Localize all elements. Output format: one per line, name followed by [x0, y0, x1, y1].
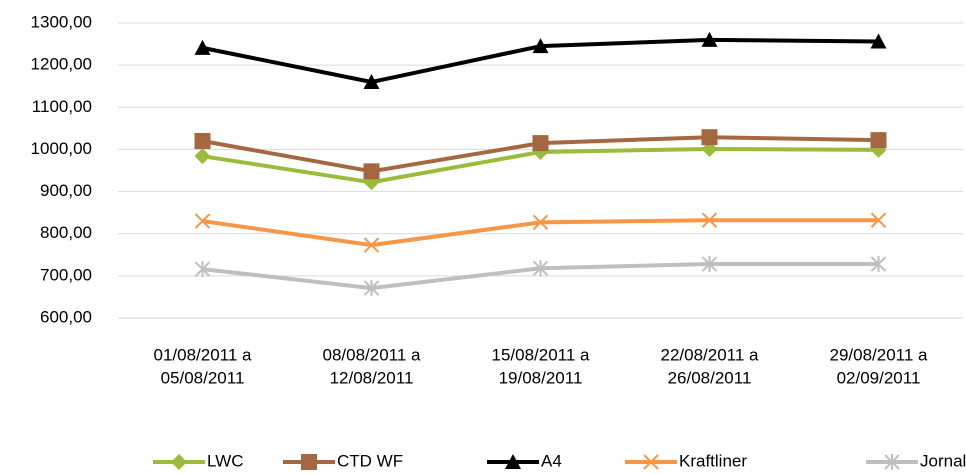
marker	[194, 39, 211, 55]
marker	[194, 133, 211, 149]
x-tick-label: 26/08/2011	[668, 368, 752, 387]
marker	[532, 260, 549, 277]
x-tick-label: 29/08/2011 a	[830, 345, 929, 364]
marker	[870, 256, 887, 273]
marker	[701, 31, 718, 47]
y-tick-label: 700,00	[40, 265, 92, 284]
legend-label: Kraftliner	[679, 451, 747, 470]
y-tick-label: 900,00	[40, 181, 92, 200]
marker	[870, 33, 887, 49]
legend-marker	[643, 454, 659, 470]
y-tick-label: 1200,00	[31, 55, 92, 74]
legend-marker	[301, 454, 317, 470]
legend-label: A4	[541, 451, 562, 470]
marker	[532, 135, 549, 152]
legend-label: CTD WF	[337, 451, 403, 470]
marker	[194, 213, 211, 229]
marker	[870, 212, 887, 228]
legend-label: LWC	[207, 451, 244, 470]
x-tick-label: 12/08/2011	[330, 368, 414, 387]
x-tick-label: 05/08/2011	[161, 368, 245, 387]
marker	[870, 132, 887, 149]
x-tick-label: 02/09/2011	[837, 368, 921, 387]
marker	[532, 214, 549, 231]
marker	[194, 148, 211, 165]
x-tick-label: 15/08/2011 a	[492, 345, 591, 364]
x-tick-label: 19/08/2011	[499, 368, 583, 387]
marker	[363, 237, 380, 253]
marker	[701, 129, 718, 146]
y-tick-label: 1300,00	[31, 12, 92, 31]
y-tick-label: 800,00	[40, 223, 92, 242]
x-tick-label: 08/08/2011 a	[323, 345, 422, 364]
legend-marker	[884, 454, 900, 470]
series-line	[202, 218, 879, 248]
marker	[363, 163, 380, 180]
marker	[701, 212, 718, 228]
marker	[532, 38, 549, 54]
y-tick-label: 600,00	[40, 307, 92, 326]
y-tick-label: 1000,00	[31, 139, 92, 158]
x-tick-label: 01/08/2011 a	[154, 345, 253, 364]
legend-marker	[505, 454, 521, 469]
marker	[363, 280, 380, 297]
y-tick-label: 1100,00	[32, 97, 92, 116]
marker	[194, 261, 211, 278]
x-tick-label: 22/08/2011 a	[661, 345, 760, 364]
legend-label: Jornal	[920, 451, 966, 470]
marker	[701, 256, 718, 273]
legend-marker	[171, 454, 187, 470]
marker	[363, 74, 380, 89]
